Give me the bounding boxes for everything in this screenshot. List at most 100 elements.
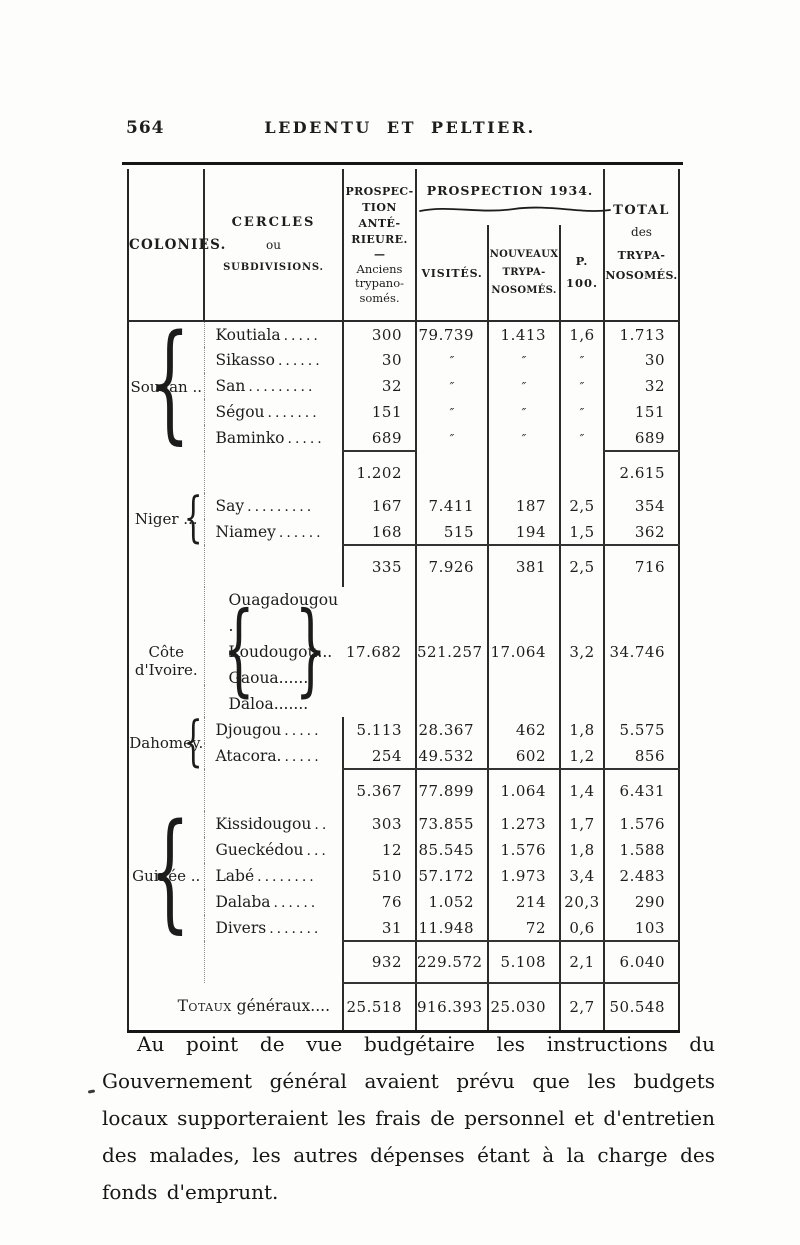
header-total-line3: TRYPA- NOSOMÉS. <box>605 249 678 283</box>
cell-total: 2.483 <box>603 863 679 889</box>
cell-p100: 3,4 <box>559 863 604 889</box>
cell-p100: 20,3 <box>559 889 604 915</box>
cercle-list: Ouagadougou . Koudougou... Gaoua....... … <box>229 587 344 717</box>
table-row: Dalaba...... 76 1.052 214 20,3 290 <box>128 889 679 915</box>
table-row: San......... 32 ″ ″ ″ 32 <box>128 373 679 399</box>
table-row: Côte d'Ivoire. { Ouagadougou . Koudougou… <box>128 587 679 717</box>
cell-visites: 7.411 <box>415 493 488 519</box>
cell-p100: 1,6 <box>559 321 604 347</box>
cercle-baminko: Baminko..... <box>203 425 343 451</box>
cell-p100: 1,5 <box>559 519 604 546</box>
table-row: Baminko..... 689 ″ ″ ″ 689 <box>128 425 679 452</box>
colony-label: Niger ... <box>134 510 198 528</box>
ditto-mark: ″ <box>415 373 488 399</box>
cell-visites-subtotal: 7.926 <box>415 545 488 587</box>
table-row: Gueckédou... 12 85.545 1.576 1,8 1.588 <box>128 837 679 863</box>
data-table: COLONIES. CERCLES ou SUBDIVISIONS. PROSP… <box>127 169 680 1033</box>
subtotal-row-niger: 335 7.926 381 2,5 716 <box>128 545 679 587</box>
leader-dots: ..... <box>284 749 322 765</box>
cell-anciens: 76 <box>342 889 416 915</box>
ditto-mark: ″ <box>487 425 560 451</box>
header-colonies: COLONIES. <box>128 169 225 322</box>
cercle-label: Labé <box>215 867 255 885</box>
table-top-rule <box>122 162 683 165</box>
cell-anciens: 31 <box>342 915 416 942</box>
cell-anciens: 32 <box>342 373 416 399</box>
header-p100-label: P. 100. <box>565 253 598 290</box>
cercle-sikasso: Sikasso...... <box>203 347 343 373</box>
header-cercles-line2: ou <box>266 238 281 253</box>
cell-total: 856 <box>603 743 679 770</box>
cell-p100-grand-total: 2,7 <box>559 983 604 1031</box>
group-brace: { <box>183 485 203 549</box>
ditto-mark: ″ <box>415 425 488 451</box>
cell-nouveaux: 602 <box>487 743 560 770</box>
cercle-djougou: Djougou..... <box>203 717 343 743</box>
leader-dots: ...... <box>273 895 319 911</box>
colony-soudan: Soudan .. { <box>128 318 204 451</box>
colony-dahomey: Dahomey. { <box>128 714 204 769</box>
cercle-gaoua: Gaoua....... <box>228 669 314 687</box>
cell-anciens-subtotal: 932 <box>342 941 416 984</box>
cell-nouveaux: 72 <box>487 915 560 942</box>
cell-visites: 79.739 <box>415 321 488 347</box>
ditto-mark: ″ <box>559 399 604 425</box>
prospection-table: COLONIES. CERCLES ou SUBDIVISIONS. PROSP… <box>122 162 683 1033</box>
header-cercles-line1: CERCLES <box>231 215 316 231</box>
leader-dots: .. <box>314 817 330 833</box>
cercle-label: Gueckédou <box>215 841 304 859</box>
leader-dots: ..... <box>287 431 325 447</box>
cell-total: 362 <box>603 519 679 546</box>
header-visites-label: VISITÉS. <box>421 266 483 280</box>
group-brace: { <box>149 797 191 947</box>
cell-p100-subtotal: 1,4 <box>559 769 604 811</box>
cercle-san: San......... <box>203 373 343 399</box>
cercle-segou: Ségou....... <box>203 399 343 425</box>
cercle-label: Dalaba <box>215 893 271 911</box>
cell-nouveaux-subtotal: 5.108 <box>487 941 560 984</box>
header-cercles: CERCLES ou SUBDIVISIONS. <box>203 169 343 322</box>
cell-total-subtotal: 2.615 <box>603 451 679 493</box>
cell-nouveaux: 214 <box>487 889 560 915</box>
margin-mark <box>87 1089 96 1094</box>
cell-anciens-grand-total: 25.518 <box>342 983 416 1031</box>
header-nouveaux-label: NOUVEAUX TRYPA- NOSOMÉS. <box>489 248 559 296</box>
cell-visites: 515 <box>415 519 488 546</box>
cell-anciens: 303 <box>342 811 416 837</box>
cercle-koudougou: Koudougou... <box>228 643 333 661</box>
cell-total: 32 <box>603 373 679 399</box>
table-row: Atacora...... 254 49.532 602 1,2 856 <box>128 743 679 770</box>
cell-nouveaux: 1.273 <box>487 811 560 837</box>
cercle-koutiala: Koutiala..... <box>203 321 343 347</box>
subtotal-row-dahomey: 5.367 77.899 1.064 1,4 6.431 <box>128 769 679 811</box>
cell-p100-combined: 3,2 <box>559 587 604 717</box>
cercle-kissidougou: Kissidougou.. <box>203 811 343 837</box>
header-visites: VISITÉS. <box>415 225 488 322</box>
ditto-mark: ″ <box>559 425 604 451</box>
colony-label: Dahomey. <box>129 734 204 752</box>
group-brace-open: { <box>222 590 255 707</box>
cell-total-combined: 34.746 <box>603 587 679 717</box>
cell-total-grand-total: 50.548 <box>603 983 679 1031</box>
table-row: Guinée .. { Kissidougou.. 303 73.855 1.2… <box>128 808 679 936</box>
leader-dots: ......... <box>248 379 316 395</box>
cercle-niamey: Niamey...... <box>203 519 343 545</box>
cell-total: 1.588 <box>603 837 679 863</box>
cell-visites: 1.052 <box>415 889 488 915</box>
cell-empty <box>487 451 560 493</box>
cell-anciens: 12 <box>342 837 416 863</box>
totals-label-rest: généraux.... <box>231 997 330 1016</box>
ditto-mark: ″ <box>487 373 560 399</box>
cell-total: 5.575 <box>603 717 679 743</box>
cell-total: 354 <box>603 493 679 519</box>
page-number: 564 <box>126 118 165 138</box>
cell-anciens: 254 <box>342 743 416 770</box>
cercles-cote-divoire: { Ouagadougou . Koudougou... Gaoua......… <box>203 587 344 717</box>
cell-visites: 49.532 <box>415 743 488 770</box>
colony-label: Soudan .. <box>130 377 202 396</box>
group-brace-close: } <box>295 590 328 707</box>
cell-anciens-subtotal: 5.367 <box>342 769 416 811</box>
ditto-mark: ″ <box>415 347 488 373</box>
cell-anciens: 510 <box>342 863 416 889</box>
cercle-label: Say <box>215 497 245 515</box>
